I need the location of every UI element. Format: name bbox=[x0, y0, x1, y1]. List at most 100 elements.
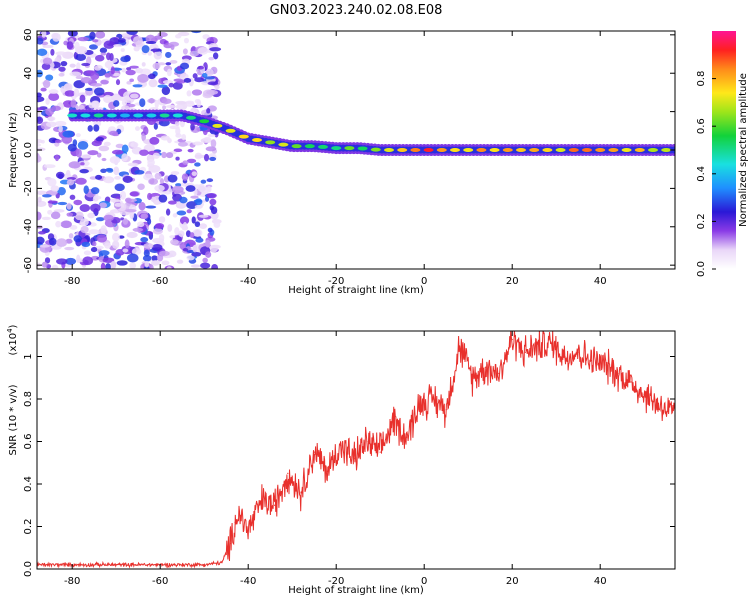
noise-blob bbox=[181, 134, 187, 141]
noise-blob bbox=[129, 93, 139, 99]
noise-blob bbox=[167, 137, 172, 144]
noise-blob bbox=[182, 160, 189, 165]
noise-blob bbox=[73, 199, 83, 206]
snr-ytick-label: 0.6 bbox=[23, 434, 34, 450]
noise-blob bbox=[87, 212, 95, 219]
noise-blob bbox=[66, 41, 74, 50]
noise-blob bbox=[194, 77, 204, 83]
noise-blob bbox=[206, 108, 211, 114]
ridge-core bbox=[516, 148, 526, 152]
noise-blob bbox=[172, 213, 178, 218]
noise-blob bbox=[125, 209, 137, 213]
snr-point bbox=[472, 377, 474, 379]
snr-point bbox=[524, 351, 527, 353]
noise-blob bbox=[66, 169, 71, 177]
noise-blob bbox=[140, 213, 148, 220]
noise-blob bbox=[132, 84, 143, 88]
noise-blob bbox=[98, 145, 110, 152]
snr-frame bbox=[36, 330, 676, 570]
snr-point bbox=[287, 472, 289, 474]
noise-blob bbox=[45, 121, 57, 128]
noise-blob bbox=[47, 209, 53, 215]
noise-blob bbox=[131, 247, 142, 256]
snr-point bbox=[300, 491, 302, 494]
noise-blob bbox=[194, 162, 201, 167]
noise-blob bbox=[205, 251, 212, 258]
noise-blob bbox=[77, 36, 90, 42]
spectrogram-ytick-label: 0.0 bbox=[23, 142, 34, 158]
noise-blob bbox=[73, 88, 80, 98]
noise-blob bbox=[76, 62, 81, 71]
colorbar-gradient bbox=[712, 31, 736, 269]
noise-blob bbox=[121, 153, 129, 162]
noise-blob bbox=[58, 125, 63, 133]
noise-blob bbox=[170, 171, 180, 176]
noise-blob bbox=[42, 79, 51, 89]
noise-blob bbox=[153, 50, 163, 60]
snr-ylabel: SNR (10 * v/v) bbox=[8, 384, 19, 455]
snr-xtick-label: 40 bbox=[594, 576, 607, 587]
noise-blob bbox=[79, 168, 89, 174]
noise-blob bbox=[100, 168, 107, 173]
noise-blob bbox=[210, 139, 217, 148]
noise-blob bbox=[119, 190, 127, 200]
spectrogram-xtick-label: -80 bbox=[64, 276, 80, 287]
snr-point bbox=[221, 562, 223, 564]
noise-blob bbox=[179, 216, 190, 225]
snr-point bbox=[511, 338, 513, 341]
noise-blob bbox=[207, 81, 219, 86]
noise-blob bbox=[194, 198, 203, 206]
noise-blob bbox=[153, 35, 163, 40]
spectrogram-ytick-label: 60 bbox=[23, 28, 34, 41]
ridge-core bbox=[278, 142, 289, 147]
noise-blob bbox=[75, 148, 82, 158]
snr-point bbox=[432, 398, 434, 400]
noise-blob bbox=[58, 66, 66, 72]
noise-blob bbox=[176, 80, 186, 84]
noise-blob bbox=[171, 185, 184, 194]
noise-blob bbox=[112, 232, 120, 242]
ridge-core bbox=[357, 146, 368, 151]
noise-blob bbox=[110, 260, 117, 269]
noise-blob bbox=[96, 152, 102, 158]
noise-blob bbox=[45, 108, 54, 116]
noise-blob bbox=[104, 72, 111, 78]
noise-blob bbox=[194, 154, 206, 158]
noise-blob bbox=[157, 84, 168, 88]
snr-point bbox=[313, 451, 315, 453]
noise-blob bbox=[50, 211, 61, 220]
noise-blob bbox=[151, 244, 163, 251]
noise-blob bbox=[179, 196, 188, 204]
noise-blob bbox=[42, 57, 53, 65]
colorbar-tick-label: 0.8 bbox=[696, 71, 707, 87]
noise-blob bbox=[154, 222, 165, 230]
noise-blob bbox=[102, 257, 115, 263]
noise-blob bbox=[95, 174, 103, 180]
noise-blob bbox=[191, 89, 203, 96]
noise-blob bbox=[50, 185, 60, 192]
noise-blob bbox=[50, 48, 55, 56]
noise-blob bbox=[117, 38, 126, 43]
noise-blob bbox=[175, 133, 182, 138]
noise-blob bbox=[147, 73, 156, 80]
ridge-core bbox=[318, 144, 328, 149]
noise-blob bbox=[165, 152, 174, 159]
spectrogram-xtick-label: 40 bbox=[594, 276, 607, 287]
noise-blob bbox=[47, 200, 58, 204]
snr-point bbox=[458, 345, 460, 347]
noise-blob bbox=[194, 204, 203, 209]
noise-blob bbox=[118, 96, 125, 101]
noise-blob bbox=[100, 225, 107, 235]
noise-blob bbox=[95, 31, 106, 39]
noise-blob bbox=[202, 257, 208, 263]
noise-blob bbox=[57, 201, 68, 206]
colorbar-ticks: 0.0 0.2 0.4 0.6 0.8 bbox=[696, 71, 716, 277]
noise-blob bbox=[114, 202, 123, 207]
noise-blob bbox=[37, 138, 43, 144]
ridge-core bbox=[146, 113, 157, 118]
ridge-core bbox=[106, 113, 117, 118]
spectrogram-marks bbox=[37, 31, 675, 269]
noise-blob bbox=[44, 257, 51, 264]
noise-blob bbox=[124, 197, 132, 203]
